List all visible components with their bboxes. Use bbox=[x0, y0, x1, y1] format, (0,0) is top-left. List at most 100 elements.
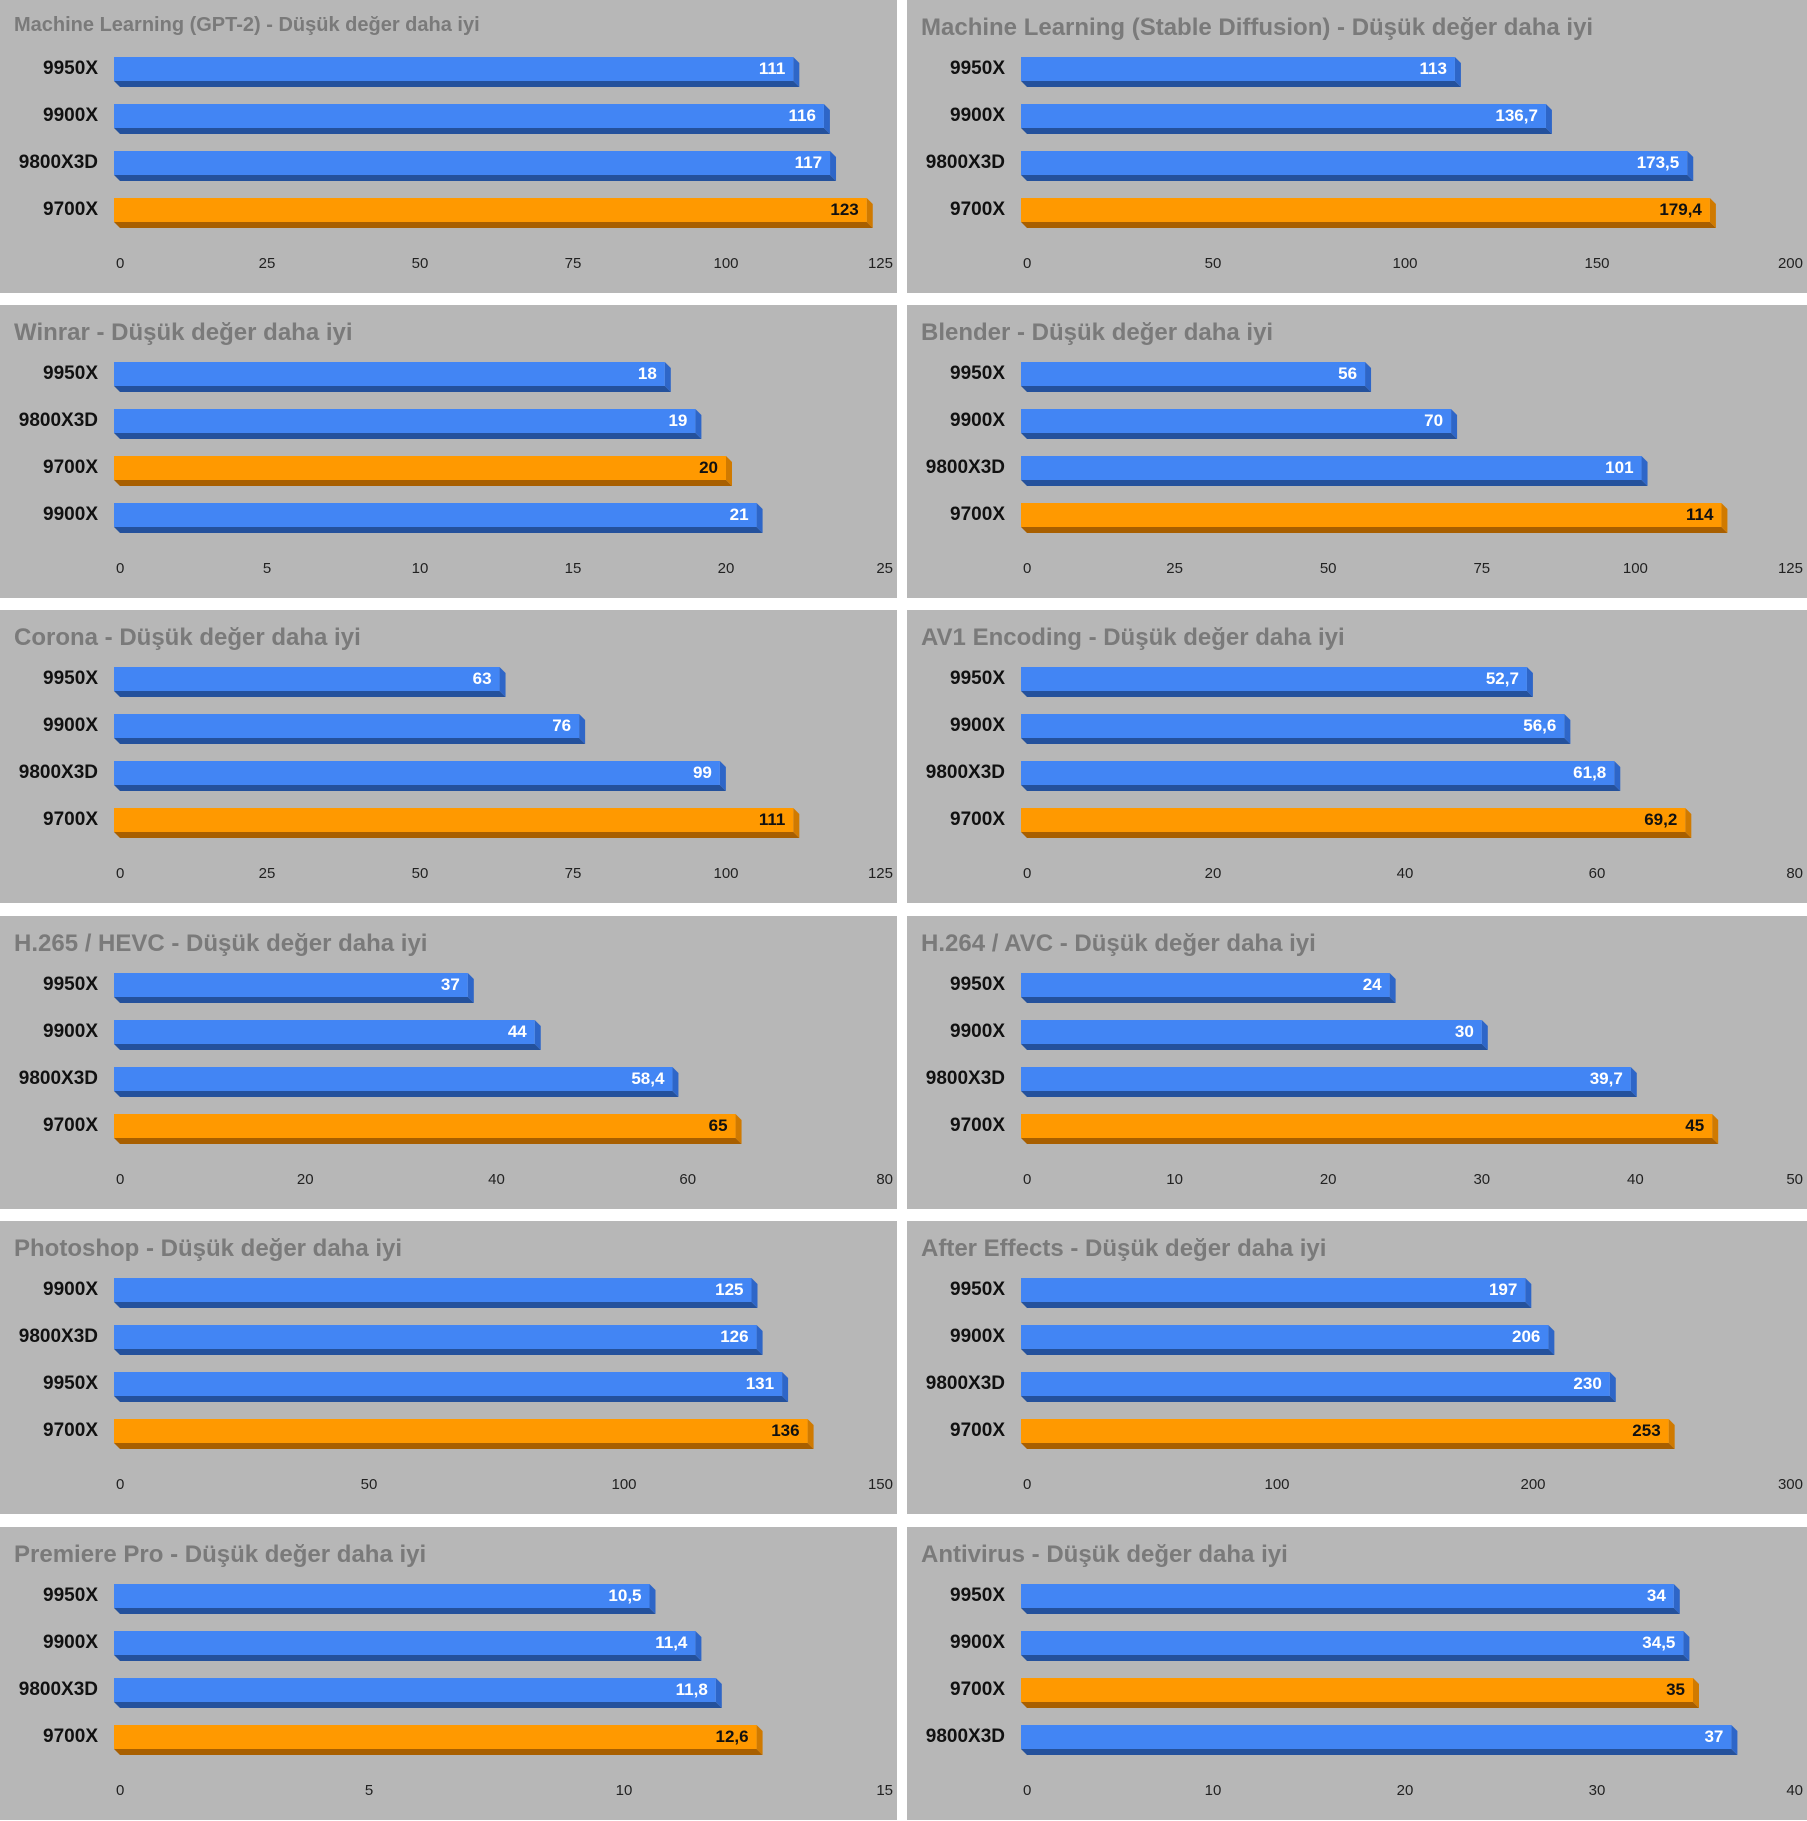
x-tick-label: 100 bbox=[1623, 560, 1648, 577]
bar-front-face bbox=[114, 1678, 716, 1702]
value-label: 39,7 bbox=[1590, 1069, 1623, 1088]
bar-side-face bbox=[1731, 1725, 1738, 1755]
x-tick-label: 20 bbox=[1397, 1782, 1414, 1799]
bar-side-face bbox=[1548, 1325, 1555, 1355]
x-tick-label: 40 bbox=[1397, 865, 1414, 882]
bar-bottom-face bbox=[114, 832, 800, 838]
x-tick-label: 0 bbox=[116, 255, 124, 272]
chart-panel-9: Photoshop - Düşük değer daha iyi 9900X 125… bbox=[0, 1221, 897, 1514]
bar-9700x bbox=[114, 808, 800, 838]
bar-bottom-face bbox=[114, 1702, 722, 1708]
bar-9900x bbox=[114, 1278, 758, 1308]
x-tick-label: 125 bbox=[868, 865, 893, 882]
category-label: 9800X3D bbox=[926, 457, 1005, 478]
bar-side-face bbox=[735, 1114, 742, 1144]
bar-9800x3d bbox=[1021, 456, 1648, 486]
x-tick-label: 50 bbox=[1320, 560, 1337, 577]
bar-front-face bbox=[1021, 151, 1688, 175]
value-label: 63 bbox=[473, 669, 492, 688]
category-label: 9800X3D bbox=[19, 1068, 98, 1089]
bar-9900x bbox=[1021, 1020, 1488, 1050]
bar-bottom-face bbox=[114, 1302, 758, 1308]
x-tick-label: 40 bbox=[1786, 1782, 1803, 1799]
category-label: 9900X bbox=[43, 1279, 98, 1300]
bar-bottom-face bbox=[114, 222, 873, 228]
bar-9900x bbox=[114, 503, 763, 533]
bar-side-face bbox=[1668, 1419, 1675, 1449]
bar-front-face bbox=[1021, 362, 1366, 386]
x-tick-label: 40 bbox=[1627, 1171, 1644, 1188]
chart-title: After Effects - Düşük değer daha iyi bbox=[921, 1235, 1326, 1262]
value-label: 10,5 bbox=[608, 1586, 641, 1605]
bar-bottom-face bbox=[114, 1138, 742, 1144]
bar-side-face bbox=[579, 714, 586, 744]
bar-side-face bbox=[695, 1631, 702, 1661]
bar-side-face bbox=[1712, 1114, 1719, 1144]
value-label: 65 bbox=[709, 1116, 728, 1135]
bar-9950x bbox=[1021, 1278, 1532, 1308]
x-tick-label: 100 bbox=[1264, 1476, 1289, 1493]
bar-bottom-face bbox=[114, 480, 732, 486]
bar-front-face bbox=[114, 57, 794, 81]
category-label: 9800X3D bbox=[19, 1326, 98, 1347]
bar-bottom-face bbox=[1021, 1349, 1555, 1355]
x-tick-label: 5 bbox=[365, 1782, 373, 1799]
category-label: 9800X3D bbox=[926, 1726, 1005, 1747]
bar-9950x bbox=[1021, 1584, 1680, 1614]
bar-front-face bbox=[114, 198, 867, 222]
bar-front-face bbox=[114, 714, 580, 738]
x-tick-label: 25 bbox=[259, 255, 276, 272]
value-label: 56 bbox=[1338, 364, 1357, 383]
bar-9900x bbox=[1021, 1325, 1555, 1355]
value-label: 114 bbox=[1686, 505, 1714, 524]
bar-bottom-face bbox=[1021, 433, 1458, 439]
bar-9800x3d bbox=[114, 1678, 722, 1708]
x-tick-label: 5 bbox=[263, 560, 271, 577]
x-tick-label: 20 bbox=[718, 560, 735, 577]
bar-chart: H.265 / HEVC - Düşük değer daha iyi 9950X… bbox=[14, 930, 893, 1188]
value-label: 56,6 bbox=[1523, 716, 1556, 735]
bar-bottom-face bbox=[1021, 81, 1461, 87]
bar-front-face bbox=[1021, 503, 1722, 527]
value-label: 18 bbox=[638, 364, 657, 383]
bar-side-face bbox=[793, 57, 800, 87]
bar-bottom-face bbox=[1021, 128, 1552, 134]
category-label: 9900X bbox=[950, 1021, 1005, 1042]
x-tick-label: 100 bbox=[611, 1476, 636, 1493]
bar-front-face bbox=[1021, 1067, 1631, 1091]
bar-bottom-face bbox=[1021, 1044, 1488, 1050]
value-label: 12,6 bbox=[716, 1727, 749, 1746]
bar-9950x bbox=[1021, 973, 1396, 1003]
bar-front-face bbox=[114, 1325, 757, 1349]
bar-chart: Photoshop - Düşük değer daha iyi 9900X 125… bbox=[14, 1235, 893, 1493]
bar-bottom-face bbox=[114, 81, 800, 87]
x-tick-label: 0 bbox=[1023, 255, 1031, 272]
value-label: 11,4 bbox=[655, 1633, 688, 1652]
bar-front-face bbox=[1021, 409, 1452, 433]
bar-side-face bbox=[1526, 667, 1533, 697]
bar-bottom-face bbox=[1021, 1443, 1675, 1449]
x-tick-label: 10 bbox=[1205, 1782, 1222, 1799]
category-label: 9950X bbox=[950, 58, 1005, 79]
x-tick-label: 25 bbox=[259, 865, 276, 882]
value-label: 35 bbox=[1666, 1680, 1685, 1699]
category-label: 9700X bbox=[43, 1726, 98, 1747]
category-label: 9900X bbox=[950, 1632, 1005, 1653]
bar-bottom-face bbox=[1021, 386, 1372, 392]
x-tick-label: 150 bbox=[868, 1476, 893, 1493]
category-label: 9950X bbox=[950, 1585, 1005, 1606]
category-label: 9700X bbox=[950, 1679, 1005, 1700]
x-tick-label: 30 bbox=[1589, 1782, 1606, 1799]
bar-front-face bbox=[114, 362, 665, 386]
bar-chart: Machine Learning (Stable Diffusion) - Dü… bbox=[921, 14, 1803, 272]
value-label: 20 bbox=[699, 458, 718, 477]
bar-front-face bbox=[1021, 456, 1642, 480]
value-label: 123 bbox=[830, 200, 858, 219]
bar-side-face bbox=[695, 409, 702, 439]
bar-side-face bbox=[1683, 1631, 1690, 1661]
bar-side-face bbox=[1389, 973, 1396, 1003]
value-label: 19 bbox=[668, 411, 687, 430]
x-tick-label: 100 bbox=[1392, 255, 1417, 272]
bar-side-face bbox=[1641, 456, 1648, 486]
